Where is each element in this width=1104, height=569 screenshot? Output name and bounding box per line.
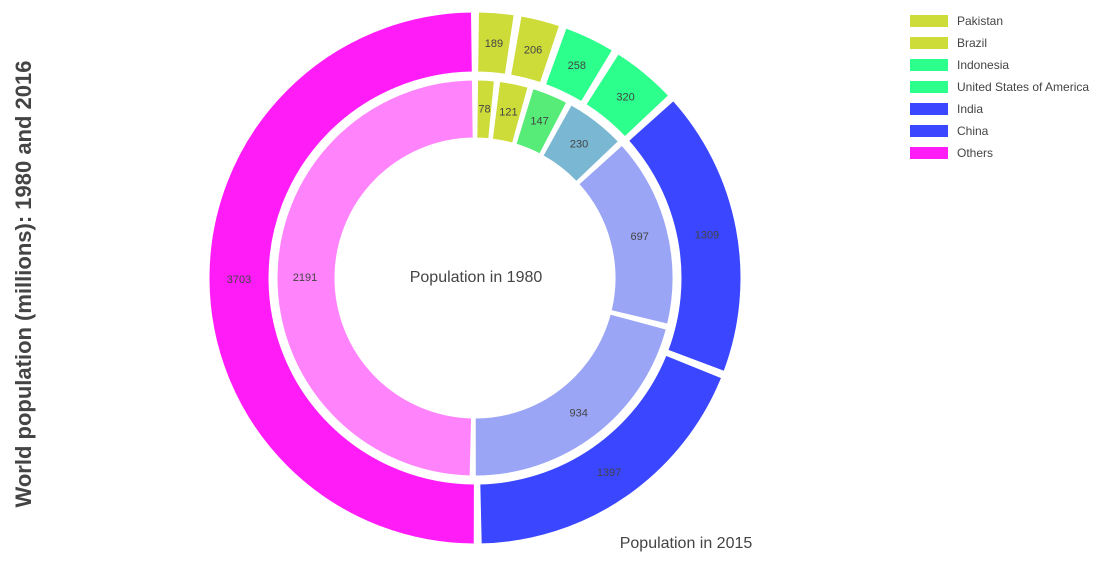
- outer-slice-united-states-of-america[interactable]: [585, 53, 670, 138]
- outer-slice-label-pakistan: 189: [485, 38, 503, 50]
- legend-label: India: [957, 102, 984, 116]
- outer-slice-label-indonesia: 258: [568, 60, 586, 72]
- outer-slice-india[interactable]: [627, 99, 742, 372]
- inner-slice-china[interactable]: [474, 313, 667, 477]
- outer-slice-indonesia[interactable]: [544, 27, 614, 103]
- legend-item-others[interactable]: Others: [910, 142, 1089, 164]
- legend-item-china[interactable]: China: [910, 120, 1089, 142]
- legend-item-indonesia[interactable]: Indonesia: [910, 54, 1089, 76]
- legend-label: Pakistan: [957, 14, 1004, 28]
- outer-slice-others[interactable]: [208, 11, 475, 545]
- legend: Pakistan Brazil Indonesia United States …: [910, 10, 1089, 164]
- legend-item-usa[interactable]: United States of America: [910, 76, 1089, 98]
- legend-swatch: [910, 125, 948, 137]
- inner-ring-label: Population in 1980: [409, 269, 543, 286]
- legend-swatch: [910, 15, 948, 27]
- inner-slice-label-china: 934: [569, 408, 587, 420]
- legend-item-india[interactable]: India: [910, 98, 1089, 120]
- legend-swatch: [910, 59, 948, 71]
- inner-slice-label-brazil: 121: [499, 106, 517, 118]
- outer-slice-china[interactable]: [479, 354, 723, 545]
- legend-label: Brazil: [957, 36, 988, 50]
- inner-slice-label-indonesia: 147: [530, 116, 548, 128]
- outer-slice-label-china: 1397: [597, 467, 621, 479]
- legend-swatch: [910, 147, 948, 159]
- inner-slice-label-pakistan: 78: [478, 103, 490, 115]
- inner-slice-indonesia[interactable]: [515, 88, 568, 155]
- outer-slice-label-others: 3703: [227, 274, 251, 286]
- inner-slice-others[interactable]: [276, 79, 474, 477]
- inner-slice-label-india: 697: [631, 231, 649, 243]
- legend-item-pakistan[interactable]: Pakistan: [910, 10, 1089, 32]
- chart-title: World population (millions): 1980 and 20…: [11, 60, 36, 508]
- legend-label: Others: [957, 146, 994, 160]
- legend-item-brazil[interactable]: Brazil: [910, 32, 1089, 54]
- outer-slice-label-united-states-of-america: 320: [616, 91, 634, 103]
- legend-label: China: [957, 124, 989, 138]
- inner-slice-united-states-of-america[interactable]: [542, 104, 620, 183]
- legend-swatch: [910, 81, 948, 93]
- inner-slice-label-others: 2191: [293, 272, 317, 284]
- inner-slice-label-united-states-of-america: 230: [570, 139, 588, 151]
- inner-slice-pakistan[interactable]: [476, 79, 495, 140]
- outer-slice-label-india: 1309: [695, 229, 719, 241]
- legend-swatch: [910, 103, 948, 115]
- legend-swatch: [910, 37, 948, 49]
- legend-label: United States of America: [957, 80, 1090, 94]
- outer-ring-label: Population in 2015: [619, 535, 753, 552]
- legend-label: Indonesia: [957, 58, 1010, 72]
- outer-slice-label-brazil: 206: [524, 44, 542, 56]
- inner-slice-india[interactable]: [578, 144, 674, 325]
- inner-slice-brazil[interactable]: [491, 80, 529, 144]
- outer-slice-brazil[interactable]: [510, 15, 561, 84]
- outer-slice-pakistan[interactable]: [477, 11, 515, 75]
